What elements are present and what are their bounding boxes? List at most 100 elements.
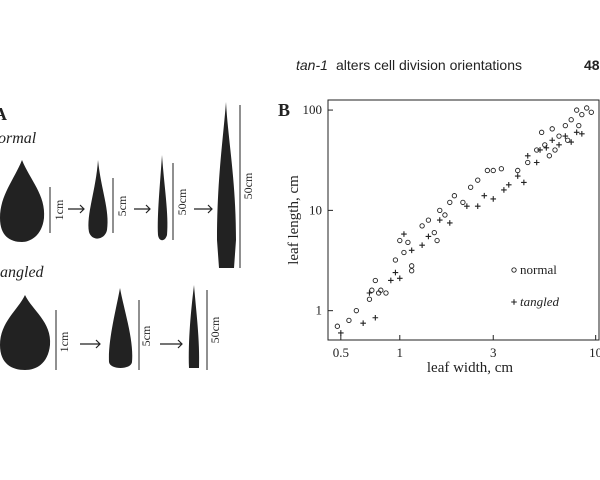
point <box>467 184 474 190</box>
point <box>405 239 411 245</box>
point <box>419 242 425 248</box>
leaf-silhouette <box>88 160 108 239</box>
point <box>369 287 375 293</box>
point <box>552 147 558 153</box>
arrow <box>80 339 101 349</box>
point <box>484 167 491 174</box>
point <box>490 167 496 174</box>
leaf-silhouette <box>0 295 51 370</box>
point <box>372 277 378 284</box>
leaf-silhouette <box>0 160 45 242</box>
point <box>505 181 512 188</box>
point <box>543 145 550 151</box>
point <box>588 109 594 115</box>
y-tick-label: 1 <box>316 303 323 318</box>
point <box>409 263 415 269</box>
scale-label: 1cm <box>57 331 71 352</box>
point <box>537 147 543 153</box>
point <box>515 167 521 174</box>
point <box>490 196 497 202</box>
panel-label: A <box>0 104 7 124</box>
point <box>392 269 399 276</box>
arrow <box>134 204 151 214</box>
point <box>549 137 556 144</box>
point <box>388 277 394 284</box>
point <box>546 153 552 159</box>
point <box>425 233 432 240</box>
header-title: alters cell division orientations <box>336 57 522 73</box>
panel-a: A ormal angled 1cm 5cm 50cm 50cm 1cm 5cm… <box>0 102 255 370</box>
point <box>579 130 585 137</box>
point <box>419 223 425 229</box>
point <box>539 129 545 135</box>
x-tick-label: 10 <box>589 345 600 360</box>
point <box>525 159 531 166</box>
point <box>442 212 448 218</box>
x-tick-label: 0.5 <box>333 345 349 360</box>
point <box>425 217 432 223</box>
point <box>568 117 574 123</box>
leaf-silhouette <box>157 155 168 241</box>
leaf-silhouette <box>108 288 133 368</box>
legend-marker <box>511 267 517 273</box>
point <box>378 287 384 293</box>
scale-label: 50cm <box>241 172 255 199</box>
point <box>338 330 344 336</box>
row-label: ormal <box>0 130 37 147</box>
point <box>346 317 352 324</box>
row-label: angled <box>0 264 45 281</box>
x-axis-label: leaf width, cm <box>427 360 514 376</box>
point <box>521 179 527 186</box>
header-gene: tan-1 <box>296 57 328 73</box>
panel-label: B <box>278 100 290 120</box>
point <box>481 192 488 199</box>
point <box>431 229 437 236</box>
scale-label: 50cm <box>175 188 189 215</box>
plot-frame <box>327 99 600 341</box>
scale-label: 5cm <box>115 195 129 216</box>
point <box>353 308 359 314</box>
point <box>366 296 373 302</box>
point <box>562 122 568 129</box>
point <box>533 159 540 166</box>
point <box>360 320 366 326</box>
point <box>475 177 481 183</box>
header-page: 48 <box>584 57 600 73</box>
point <box>568 139 574 145</box>
arrow <box>194 204 213 214</box>
arrow <box>68 204 85 214</box>
point <box>556 142 562 148</box>
point <box>436 217 443 223</box>
point <box>434 237 440 244</box>
point <box>446 220 453 226</box>
x-tick-label: 1 <box>397 345 404 360</box>
y-tick-label: 10 <box>309 202 322 217</box>
point <box>447 199 453 206</box>
point <box>542 142 548 148</box>
point <box>397 237 403 244</box>
leaf-silhouette <box>217 102 236 268</box>
point <box>372 314 379 321</box>
legend-marker <box>511 299 517 305</box>
point <box>501 187 507 193</box>
point <box>584 105 590 111</box>
point <box>401 249 407 256</box>
point <box>562 133 569 139</box>
arrow <box>160 339 183 349</box>
point <box>401 231 407 237</box>
point <box>408 247 415 254</box>
point <box>474 203 481 210</box>
point <box>556 133 562 139</box>
point <box>565 137 571 143</box>
y-axis-label: leaf length, cm <box>286 175 302 265</box>
point <box>396 275 403 282</box>
scale-label: 1cm <box>52 199 66 220</box>
point <box>460 199 466 206</box>
point <box>464 203 470 210</box>
point <box>437 207 443 214</box>
point <box>579 112 585 118</box>
x-tick-label: 3 <box>490 345 497 360</box>
legend-label: tangled <box>520 294 559 309</box>
point <box>392 257 399 263</box>
